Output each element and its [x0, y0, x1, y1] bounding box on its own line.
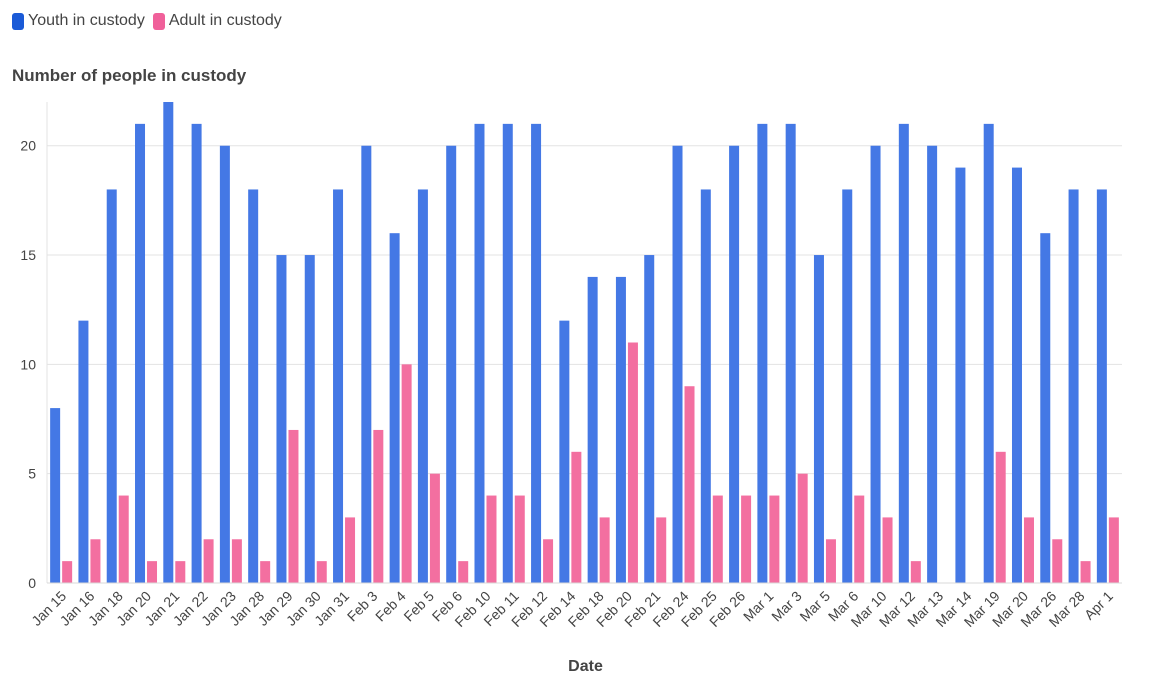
legend: Youth in custody Adult in custody [12, 12, 282, 30]
bar-youth[interactable] [587, 276, 598, 583]
y-tick-label: 5 [28, 466, 36, 482]
bar-adult[interactable] [769, 495, 780, 583]
bar-youth[interactable] [50, 408, 61, 583]
bar-youth[interactable] [1040, 233, 1051, 583]
bar-youth[interactable] [78, 320, 89, 583]
bar-adult[interactable] [741, 495, 752, 583]
bar-youth[interactable] [276, 255, 287, 583]
bar-adult[interactable] [458, 561, 469, 583]
bar-youth[interactable] [389, 233, 400, 583]
x-tick-label: Apr 1 [1081, 588, 1116, 623]
bar-youth[interactable] [333, 189, 344, 584]
bar-adult[interactable] [882, 517, 893, 583]
bar-youth[interactable] [927, 145, 938, 583]
bar-adult[interactable] [910, 561, 921, 583]
bar-youth[interactable] [898, 123, 909, 583]
bar-youth[interactable] [559, 320, 570, 583]
bar-adult[interactable] [316, 561, 327, 583]
bar-adult[interactable] [429, 473, 440, 583]
bar-youth[interactable] [191, 123, 202, 583]
y-tick-label: 10 [20, 356, 36, 372]
bar-youth[interactable] [248, 189, 259, 584]
x-tick-label: Feb 5 [400, 588, 437, 625]
bar-adult[interactable] [543, 539, 554, 583]
y-tick-label: 15 [20, 247, 36, 263]
y-axis-ticks: 0 5 10 15 20 [20, 138, 36, 591]
bar-youth[interactable] [531, 123, 542, 583]
bar-youth[interactable] [361, 145, 372, 583]
bar-adult[interactable] [90, 539, 101, 583]
bar-youth[interactable] [1068, 189, 1079, 584]
y-tick-label: 20 [20, 138, 36, 154]
bar-youth[interactable] [219, 145, 230, 583]
bar-youth[interactable] [842, 189, 853, 584]
bar-adult[interactable] [514, 495, 525, 583]
bar-youth[interactable] [672, 145, 683, 583]
bar-adult[interactable] [401, 364, 412, 583]
bar-adult[interactable] [486, 495, 497, 583]
bar-youth[interactable] [474, 123, 485, 583]
legend-item-adult[interactable]: Adult in custody [152, 12, 282, 30]
bar-adult[interactable] [627, 342, 638, 584]
bar-youth[interactable] [870, 145, 881, 583]
bar-adult[interactable] [797, 473, 808, 583]
bar-youth[interactable] [106, 189, 117, 584]
bar-adult[interactable] [684, 386, 695, 583]
bar-adult[interactable] [1023, 517, 1034, 583]
bar-adult[interactable] [571, 451, 582, 583]
bar-adult[interactable] [1052, 539, 1063, 583]
legend-label-youth: Youth in custody [28, 12, 145, 29]
bar-adult[interactable] [599, 517, 610, 583]
bar-youth[interactable] [644, 255, 655, 583]
bar-adult[interactable] [147, 561, 158, 583]
bar-youth[interactable] [446, 145, 457, 583]
bar-adult[interactable] [1080, 561, 1091, 583]
legend-item-youth[interactable]: Youth in custody [12, 12, 145, 30]
bar-adult[interactable] [345, 517, 356, 583]
bar-youth[interactable] [729, 145, 740, 583]
bar-adult[interactable] [825, 539, 836, 583]
bar-adult[interactable] [656, 517, 667, 583]
x-tick-label: Mar 1 [740, 588, 777, 625]
y-tick-label: 0 [28, 575, 36, 591]
bar-adult[interactable] [203, 539, 214, 583]
bar-youth[interactable] [785, 123, 796, 583]
bar-adult[interactable] [175, 561, 186, 583]
bar-adult[interactable] [373, 429, 384, 583]
bar-youth[interactable] [1096, 189, 1107, 584]
bar-youth[interactable] [955, 167, 966, 583]
x-tick-label: Feb 4 [372, 588, 409, 625]
bar-youth[interactable] [1011, 167, 1022, 583]
bar-youth[interactable] [304, 255, 315, 583]
bar-youth[interactable] [417, 189, 428, 584]
bar-youth[interactable] [700, 189, 711, 584]
bar-adult[interactable] [712, 495, 723, 583]
legend-label-adult: Adult in custody [168, 12, 282, 29]
x-tick-label: Mar 3 [768, 588, 805, 625]
bar-youth[interactable] [813, 255, 824, 583]
legend-swatch-adult [152, 12, 165, 30]
legend-swatch-youth [12, 12, 24, 30]
bar-youth[interactable] [615, 276, 626, 583]
bar-youth[interactable] [502, 123, 513, 583]
bar-youth[interactable] [983, 123, 994, 583]
bar-adult[interactable] [260, 561, 271, 583]
x-axis-title: Date [568, 658, 603, 675]
bar-adult[interactable] [854, 495, 865, 583]
bar-adult[interactable] [231, 539, 242, 583]
bar-adult[interactable] [118, 495, 129, 583]
bar-youth[interactable] [163, 102, 174, 583]
bar-youth[interactable] [757, 123, 768, 583]
bar-adult[interactable] [62, 561, 73, 583]
bar-adult[interactable] [995, 451, 1006, 583]
bars [50, 102, 1119, 584]
chart-title: Number of people in custody [12, 66, 247, 85]
bar-adult[interactable] [1108, 517, 1119, 583]
x-tick-label: Feb 3 [344, 588, 381, 625]
x-tick-label: Mar 5 [796, 588, 833, 625]
bar-adult[interactable] [288, 429, 299, 583]
bar-youth[interactable] [135, 123, 146, 583]
